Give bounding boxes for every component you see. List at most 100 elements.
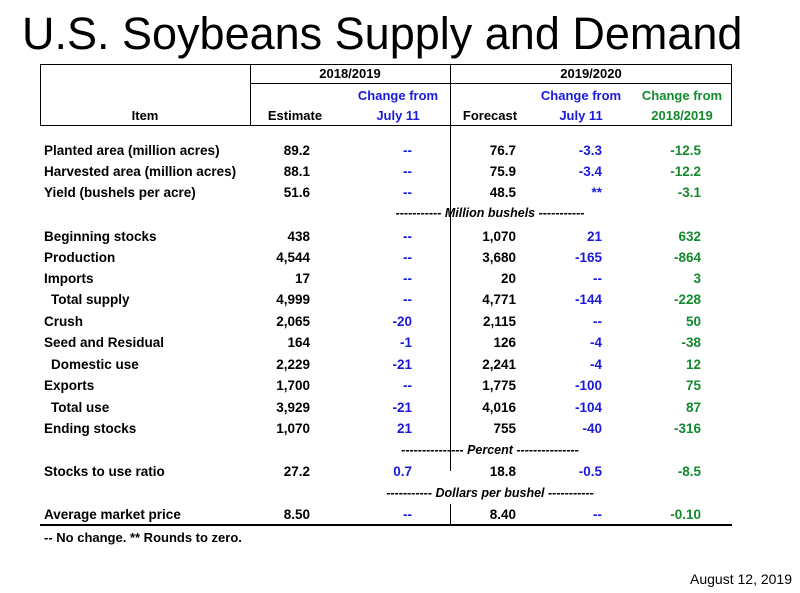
cell-forecast: 126 xyxy=(493,335,516,350)
cell-estimate: 4,544 xyxy=(276,250,310,265)
cell-change-july-2019: -165 xyxy=(574,250,602,265)
center-divider-price xyxy=(450,504,451,526)
cell-change-july-2019: -4 xyxy=(589,335,602,350)
col-header-item: Item xyxy=(131,108,159,123)
col-header-july11-1: July 11 xyxy=(376,108,420,123)
divider-dollars: ----------- Dollars per bushel ---------… xyxy=(386,486,594,500)
table-row: Seed and Residual 164 -1 126 -4 -38 xyxy=(40,333,732,354)
group-header-rule xyxy=(250,83,732,84)
table-top-border xyxy=(40,64,732,65)
cell-change-july-2019: 21 xyxy=(586,229,602,244)
cell-estimate: 4,999 xyxy=(276,292,310,307)
row-label: Exports xyxy=(44,378,95,393)
cell-change-july-2019: -144 xyxy=(574,292,602,307)
cell-change-july-2019: -0.5 xyxy=(578,464,602,479)
cell-change-july-2018: -- xyxy=(403,143,412,158)
cell-change-july-2018: -- xyxy=(403,378,412,393)
cell-forecast: 2,241 xyxy=(482,357,516,372)
cell-estimate: 2,065 xyxy=(276,314,310,329)
center-divider-percent xyxy=(450,460,451,471)
cell-estimate: 3,929 xyxy=(276,400,310,415)
row-label: Seed and Residual xyxy=(44,335,165,350)
cell-change-prior-year: 50 xyxy=(685,314,701,329)
cell-estimate: 164 xyxy=(287,335,310,350)
cell-change-july-2018: -- xyxy=(403,229,412,244)
cell-forecast: 20 xyxy=(500,271,516,286)
table-left-border xyxy=(40,64,41,125)
cell-change-july-2018: -20 xyxy=(392,314,412,329)
row-label: Production xyxy=(44,250,116,265)
cell-change-prior-year: -12.2 xyxy=(670,164,701,179)
divider-million-bushels: ----------- Million bushels ----------- xyxy=(395,206,585,220)
group-header-2019: 2019/2020 xyxy=(560,66,622,81)
row-label: Yield (bushels per acre) xyxy=(44,185,196,200)
cell-change-prior-year: -0.10 xyxy=(670,507,701,522)
cell-estimate: 8.50 xyxy=(283,507,310,522)
table-row: Production 4,544 -- 3,680 -165 -864 xyxy=(40,248,732,269)
cell-forecast: 3,680 xyxy=(482,250,516,265)
cell-change-july-2019: ** xyxy=(591,185,602,200)
cell-change-prior-year: 632 xyxy=(678,229,701,244)
cell-estimate: 27.2 xyxy=(283,464,310,479)
cell-estimate: 88.1 xyxy=(283,164,310,179)
cell-estimate: 17 xyxy=(294,271,310,286)
cell-change-july-2019: -- xyxy=(593,271,602,286)
cell-change-july-2019: -- xyxy=(593,314,602,329)
col-header-estimate: Estimate xyxy=(267,108,323,123)
cell-forecast: 1,775 xyxy=(482,378,516,393)
table-row: Exports 1,700 -- 1,775 -100 75 xyxy=(40,376,732,397)
cell-change-july-2018: 0.7 xyxy=(393,464,412,479)
col-header-change-july-2: Change from xyxy=(540,88,622,103)
cell-change-prior-year: -8.5 xyxy=(677,464,701,479)
cell-forecast: 18.8 xyxy=(489,464,516,479)
col-header-prior-year: 2018/2019 xyxy=(651,108,713,123)
table-row: Ending stocks 1,070 21 755 -40 -316 xyxy=(40,419,732,440)
row-label: Crush xyxy=(44,314,84,329)
cell-forecast: 4,771 xyxy=(482,292,516,307)
cell-estimate: 2,229 xyxy=(276,357,310,372)
cell-change-july-2018: -- xyxy=(403,292,412,307)
col-header-july11-2: July 11 xyxy=(559,108,603,123)
cell-estimate: 1,070 xyxy=(276,421,310,436)
cell-change-july-2019: -100 xyxy=(574,378,602,393)
table-row: Stocks to use ratio 27.2 0.7 18.8 -0.5 -… xyxy=(40,462,732,483)
cell-change-july-2018: -- xyxy=(403,250,412,265)
supply-demand-table: 2018/2019 2019/2020 Item Estimate Change… xyxy=(40,64,732,526)
table-row: Total supply 4,999 -- 4,771 -144 -228 xyxy=(40,290,732,311)
cell-change-july-2018: -- xyxy=(403,185,412,200)
cell-change-july-2019: -- xyxy=(593,507,602,522)
cell-change-july-2019: -3.3 xyxy=(578,143,602,158)
cell-change-prior-year: -316 xyxy=(673,421,701,436)
table-footnote: -- No change. ** Rounds to zero. xyxy=(44,530,242,545)
cell-change-july-2018: -21 xyxy=(392,357,412,372)
cell-estimate: 89.2 xyxy=(283,143,310,158)
cell-change-prior-year: 12 xyxy=(685,357,701,372)
cell-change-july-2018: -1 xyxy=(399,335,412,350)
report-date: August 12, 2019 xyxy=(690,571,792,587)
cell-change-prior-year: -864 xyxy=(673,250,701,265)
page-title: U.S. Soybeans Supply and Demand xyxy=(22,8,743,59)
cell-change-prior-year: -228 xyxy=(673,292,701,307)
cell-forecast: 76.7 xyxy=(489,143,516,158)
table-row: Imports 17 -- 20 -- 3 xyxy=(40,269,732,290)
cell-forecast: 8.40 xyxy=(489,507,516,522)
table-row: Yield (bushels per acre) 51.6 -- 48.5 **… xyxy=(40,183,732,204)
row-label: Imports xyxy=(44,271,94,286)
cell-change-july-2018: -- xyxy=(403,271,412,286)
cell-change-prior-year: 75 xyxy=(685,378,701,393)
row-label: Stocks to use ratio xyxy=(44,464,165,479)
col-header-change-prior-year: Change from xyxy=(641,88,723,103)
table-bottom-rule xyxy=(40,524,732,526)
row-label: Total use xyxy=(51,400,110,415)
row-label: Average market price xyxy=(44,507,181,522)
cell-change-july-2018: 21 xyxy=(396,421,412,436)
cell-change-prior-year: 87 xyxy=(685,400,701,415)
group-divider-center xyxy=(450,64,451,460)
row-label: Harvested area (million acres) xyxy=(44,164,237,179)
cell-forecast: 48.5 xyxy=(489,185,516,200)
cell-forecast: 75.9 xyxy=(489,164,516,179)
cell-change-july-2019: -104 xyxy=(574,400,602,415)
table-row: Beginning stocks 438 -- 1,070 21 632 xyxy=(40,227,732,248)
cell-forecast: 1,070 xyxy=(482,229,516,244)
cell-forecast: 755 xyxy=(493,421,516,436)
